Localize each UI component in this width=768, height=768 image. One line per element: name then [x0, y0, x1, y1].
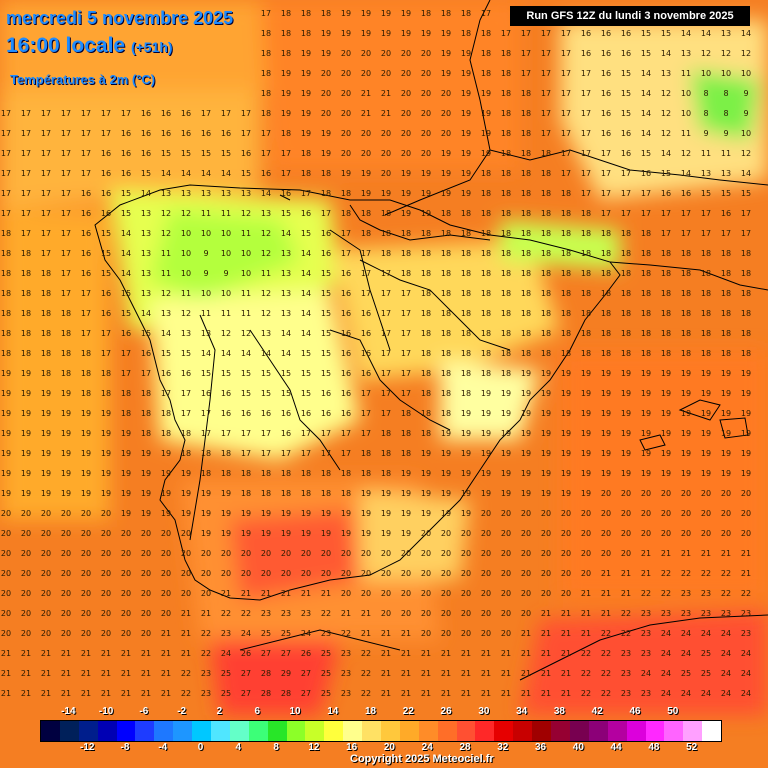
- legend-label-top: 26: [440, 706, 452, 717]
- legend-swatch: [324, 721, 344, 741]
- legend-label-bottom: 20: [383, 742, 395, 753]
- legend-label-bottom: -4: [158, 742, 168, 753]
- forecast-date: mercredi 5 novembre 2025: [6, 8, 234, 28]
- legend-label-bottom: -12: [79, 742, 95, 753]
- legend-label-bottom: 24: [421, 742, 433, 753]
- legend-swatch: [135, 721, 155, 741]
- legend-swatch: [532, 721, 552, 741]
- legend-swatch: [343, 721, 363, 741]
- legend-swatch: [683, 721, 703, 741]
- legend-swatch: [305, 721, 325, 741]
- legend-label-bottom: 40: [572, 742, 584, 753]
- legend-swatch: [381, 721, 400, 741]
- legend-swatch: [475, 721, 495, 741]
- legend-label-top: 18: [364, 706, 377, 717]
- forecast-offset: (+51h): [130, 39, 173, 55]
- legend-label-top: 2: [216, 706, 223, 717]
- legend-swatch: [78, 721, 98, 741]
- legend-swatch: [173, 721, 193, 741]
- run-info: Run GFS 12Z du lundi 3 novembre 2025: [510, 6, 750, 26]
- legend-label-bottom: 0: [197, 742, 204, 753]
- legend-swatch: [437, 721, 457, 741]
- legend-swatch: [399, 721, 419, 741]
- legend-swatch: [664, 721, 684, 741]
- copyright: Copyright 2025 Meteociel.fr: [350, 753, 494, 765]
- legend-swatch: [41, 721, 60, 741]
- legend-label-top: 10: [289, 706, 301, 717]
- legend-label-bottom: 36: [534, 742, 547, 753]
- legend-label-top: 38: [553, 706, 565, 717]
- legend-label-bottom: 48: [648, 742, 660, 753]
- legend-swatch: [362, 721, 382, 741]
- legend-label-bottom: 8: [273, 742, 279, 753]
- legend-swatch: [116, 721, 136, 741]
- legend-swatch: [192, 721, 212, 741]
- legend-label-bottom: -8: [120, 742, 130, 753]
- legend-swatch: [551, 721, 570, 741]
- legend-label-top: 50: [667, 706, 679, 717]
- legend-swatch: [607, 721, 627, 741]
- legend-label-bottom: 32: [497, 742, 509, 753]
- legend-swatch: [211, 721, 230, 741]
- legend-swatch: [456, 721, 476, 741]
- legend-label-top: -14: [61, 706, 76, 717]
- legend-label-top: 34: [516, 706, 528, 717]
- legend-label-top: -2: [177, 706, 187, 717]
- legend-swatch: [626, 721, 646, 741]
- legend-swatch: [286, 721, 306, 741]
- legend-label-top: 30: [478, 706, 490, 717]
- legend-label-bottom: 12: [308, 742, 320, 753]
- legend-swatch: [267, 721, 287, 741]
- legend-label-top: -6: [139, 706, 149, 717]
- forecast-time: 16:00 locale (+51h): [6, 34, 173, 58]
- legend-swatch: [229, 721, 249, 741]
- legend-swatch: [494, 721, 514, 741]
- legend-swatch: [513, 721, 533, 741]
- legend-label-bottom: 44: [610, 742, 622, 753]
- legend-swatch: [645, 721, 665, 741]
- legend-label-top: 14: [327, 706, 339, 717]
- legend-label-bottom: 28: [459, 742, 471, 753]
- legend-swatch: [702, 721, 722, 741]
- legend-swatch: [569, 721, 589, 741]
- legend-label-top: 42: [591, 706, 603, 717]
- legend-swatch: [154, 721, 174, 741]
- legend-label-top: 22: [402, 706, 414, 717]
- legend-label-top: 46: [629, 706, 641, 717]
- variable-label: Températures à 2m (°C): [10, 72, 156, 87]
- color-legend: -14 -10 -6 -2 2 6 10 14 18 22 26 30 34 38 42 46 50 -12 -8-…: [40, 706, 722, 768]
- legend-swatch: [248, 721, 268, 741]
- legend-swatch: [418, 721, 438, 741]
- legend-swatch: [59, 721, 79, 741]
- legend-label-top: -10: [98, 706, 114, 717]
- legend-swatch: [588, 721, 608, 741]
- legend-swatch: [97, 721, 117, 741]
- forecast-time-label: 16:00 locale: [6, 34, 126, 57]
- temperature-value-grid: 17 18 18 18 19 19 19 19 18 18 18 17 18 18 18 19 19 19 19 19…: [0, 9, 752, 698]
- legend-label-bottom: 52: [686, 742, 698, 753]
- legend-label-top: 6: [254, 706, 260, 717]
- legend-color-bar: [40, 720, 722, 742]
- legend-label-bottom: 4: [235, 742, 242, 753]
- legend-label-bottom: 16: [346, 742, 358, 753]
